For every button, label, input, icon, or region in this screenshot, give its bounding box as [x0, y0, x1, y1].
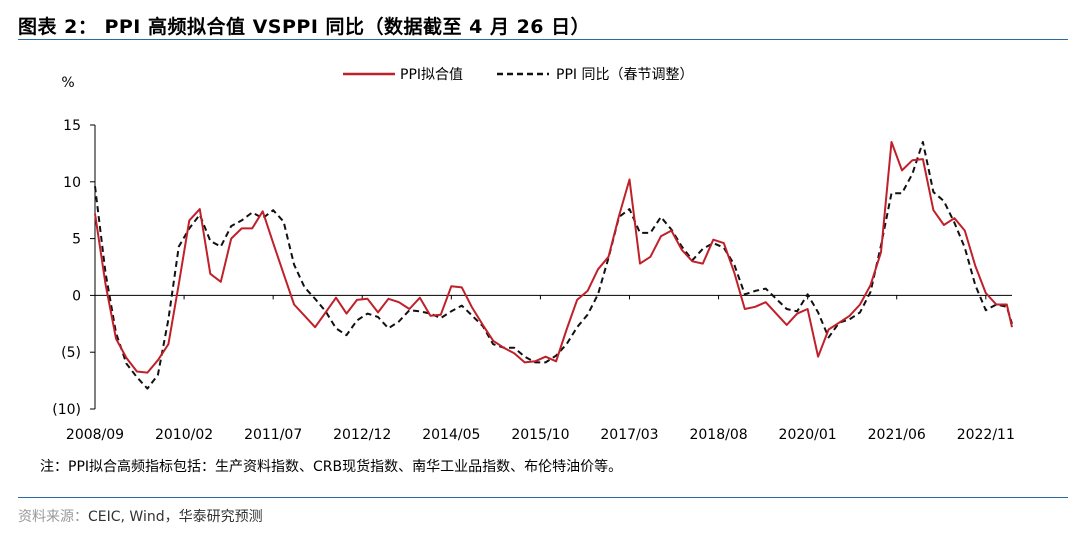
x-tick-label: 2017/03 [600, 427, 658, 443]
chart-footnote: 注：PPI拟合高频指标包括：生产资料指数、CRB现货指数、南华工业品指数、布伦特… [40, 459, 623, 475]
x-tick-label: 2014/05 [422, 427, 480, 443]
y-tick-label: 10 [63, 175, 81, 191]
x-axis: 2008/09 2010/02 2011/07 2012/12 2014/05 2015/… [66, 295, 1015, 443]
x-tick-label: 2020/01 [779, 427, 837, 443]
source-prefix: 资料来源： [18, 509, 88, 525]
title-divider [18, 39, 1068, 40]
y-tick-label: (5) [61, 345, 81, 361]
source-line: 资料来源：CEIC, Wind，华泰研究预测 [18, 506, 263, 526]
series-line-ppi-yoy [94, 141, 1013, 390]
x-tick-label: 2008/09 [66, 427, 124, 443]
x-tick-label: 2018/08 [689, 427, 747, 443]
y-tick-label: (10) [52, 402, 81, 418]
x-tick-label: 2010/02 [155, 427, 213, 443]
y-tick-label: 5 [72, 232, 81, 248]
series-line-ppi-fit [94, 141, 1013, 374]
x-tick-label: 2021/06 [868, 427, 926, 443]
y-axis: % 15 10 5 0 (5) (10) [52, 75, 96, 418]
y-tick-label: 0 [72, 288, 81, 304]
y-axis-unit: % [61, 75, 74, 91]
footer-divider [18, 497, 1068, 498]
x-tick-label: 2011/07 [244, 427, 302, 443]
x-tick-label: 2022/11 [957, 427, 1015, 443]
legend: PPI拟合值 PPI 同比（春节调整） [343, 67, 693, 83]
figure-title: 图表 2： PPI 高频拟合值 VSPPI 同比（数据截至 4 月 26 日） [18, 16, 591, 38]
x-tick-label: 2015/10 [511, 427, 569, 443]
y-tick-label: 15 [63, 118, 81, 134]
series-group [94, 141, 1013, 390]
x-tick-label: 2012/12 [333, 427, 391, 443]
legend-label-ppi-fit: PPI拟合值 [400, 67, 463, 83]
source-text: CEIC, Wind，华泰研究预测 [88, 509, 263, 525]
legend-label-ppi-yoy: PPI 同比（春节调整） [556, 67, 693, 83]
